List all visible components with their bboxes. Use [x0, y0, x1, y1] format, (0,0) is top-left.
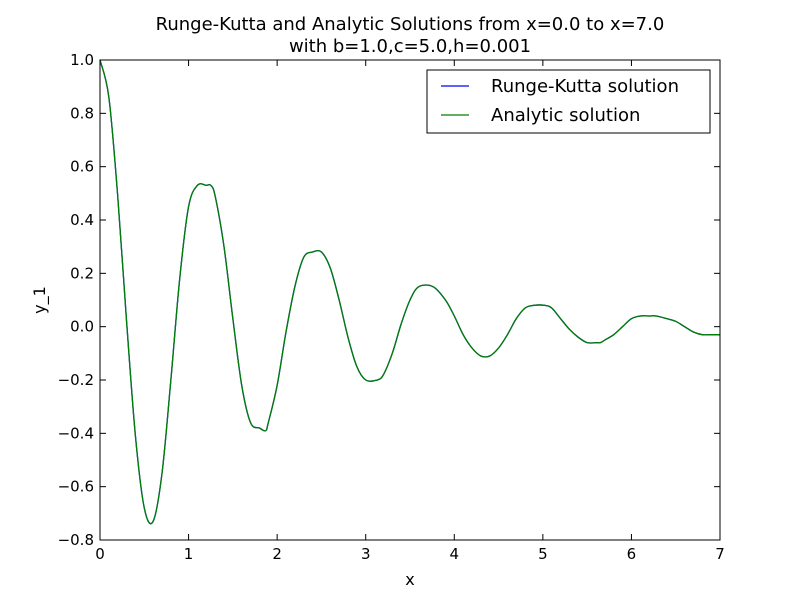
axes-layer: 0 1 2 3 4 5 6 7 −0.8 −0.6 −0.4 −0.2 0.0 0.2 0.4 0.6 0.8 1…	[58, 51, 725, 563]
y-tick-label: −0.6	[58, 478, 94, 496]
x-tick-label: 7	[715, 545, 725, 563]
series-line-analytic	[99, 59, 720, 525]
y-tick-label: 1.0	[70, 51, 94, 69]
x-tick-label: 5	[538, 545, 548, 563]
y-tick-label: −0.8	[58, 531, 94, 549]
y-tick-label: 0.6	[70, 158, 94, 176]
y-tick-label: −0.4	[58, 424, 94, 442]
y-tick-label: 0.8	[70, 104, 94, 122]
chart-title: Runge-Kutta and Analytic Solutions from …	[156, 14, 665, 35]
y-tick-label: 0.4	[70, 211, 94, 229]
legend-label-analytic: Analytic solution	[491, 105, 640, 126]
y-tick-label: 0.2	[70, 264, 94, 282]
legend-box	[426, 69, 711, 134]
x-axis-label: x	[405, 570, 414, 589]
x-tick-label: 1	[184, 545, 194, 563]
y-axis-label: y_1	[30, 286, 50, 314]
y-tick-label: −0.2	[58, 371, 94, 389]
x-tick-label: 4	[450, 545, 460, 563]
series-layer	[99, 59, 720, 525]
plot-frame	[99, 59, 721, 541]
x-tick-label: 3	[361, 545, 371, 563]
x-tick-label: 6	[627, 545, 637, 563]
y-tick-label: 0.0	[70, 318, 94, 336]
x-tick-label: 2	[272, 545, 282, 563]
legend: Runge-Kutta solution Analytic solution	[426, 69, 711, 134]
legend-label-runge-kutta: Runge-Kutta solution	[491, 76, 679, 97]
x-tick-label: 0	[95, 545, 105, 563]
chart-subtitle: with b=1.0,c=5.0,h=0.001	[289, 36, 531, 57]
